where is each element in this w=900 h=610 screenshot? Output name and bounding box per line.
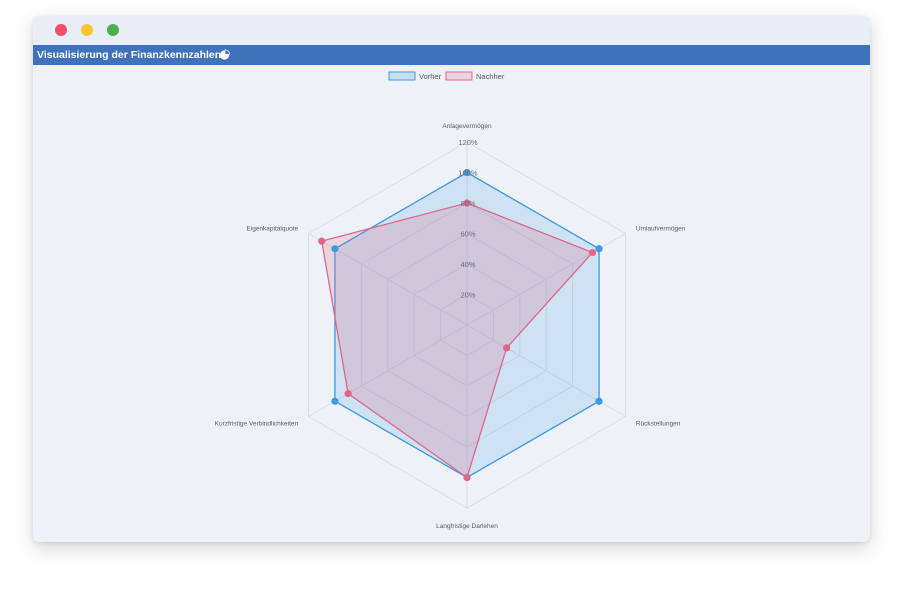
data-point-nachher[interactable]	[318, 237, 326, 245]
page-title: Visualisierung der Finanzkennzahlen	[37, 49, 222, 61]
app-window: Visualisierung der Finanzkennzahlen Vorh…	[33, 16, 870, 542]
data-point-nachher[interactable]	[463, 199, 471, 207]
page-header: Visualisierung der Finanzkennzahlen	[33, 45, 870, 65]
data-point-vorher[interactable]	[463, 168, 471, 177]
data-point-vorher[interactable]	[331, 397, 339, 405]
tick-label: 80%	[460, 199, 475, 208]
tick-label: 60%	[460, 230, 475, 239]
axis-label: Eigenkapitalquote	[246, 226, 298, 233]
minimize-window-button[interactable]	[81, 24, 93, 36]
axis-label: Langfristige Darlehen	[436, 523, 498, 530]
pie-chart-icon	[219, 49, 230, 60]
axis-label: Umlaufvermögen	[636, 226, 686, 233]
chart-legend: Vorher Nachher	[388, 71, 505, 81]
data-point-nachher[interactable]	[463, 473, 471, 482]
data-point-vorher[interactable]	[595, 397, 603, 405]
close-window-button[interactable]	[55, 24, 67, 36]
legend-label-vorher[interactable]: Vorher	[419, 72, 442, 81]
axis-label: Anlagevermögen	[442, 123, 492, 130]
radial-ticks: 20% 40% 60% 80% 100% 120%	[458, 138, 478, 300]
axis-label: Rückstellungen	[636, 421, 681, 428]
data-point-nachher[interactable]	[344, 390, 352, 398]
axis-labels: Anlagevermögen Umlaufvermögen Rückstellung…	[215, 123, 686, 530]
data-point-nachher[interactable]	[503, 344, 511, 352]
tick-label: 120%	[458, 138, 478, 147]
data-point-vorher[interactable]	[331, 245, 339, 253]
legend-swatch-vorher[interactable]	[388, 71, 416, 81]
radar-chart: Vorher Nachher 20% 40% 60% 80% 100% 120% Anlag…	[215, 71, 686, 530]
axis-label: Kurzfristige Verbindlichkeiten	[215, 421, 299, 428]
legend-swatch-nachher[interactable]	[445, 71, 473, 81]
maximize-window-button[interactable]	[107, 24, 119, 36]
tick-label: 40%	[460, 260, 475, 269]
tick-label: 20%	[460, 291, 475, 300]
legend-label-nachher[interactable]: Nachher	[476, 72, 505, 81]
window-titlebar	[33, 16, 870, 45]
radar-series	[318, 168, 603, 482]
data-point-vorher[interactable]	[595, 245, 603, 253]
tick-label: 100%	[458, 169, 478, 178]
data-point-nachher[interactable]	[588, 248, 597, 257]
